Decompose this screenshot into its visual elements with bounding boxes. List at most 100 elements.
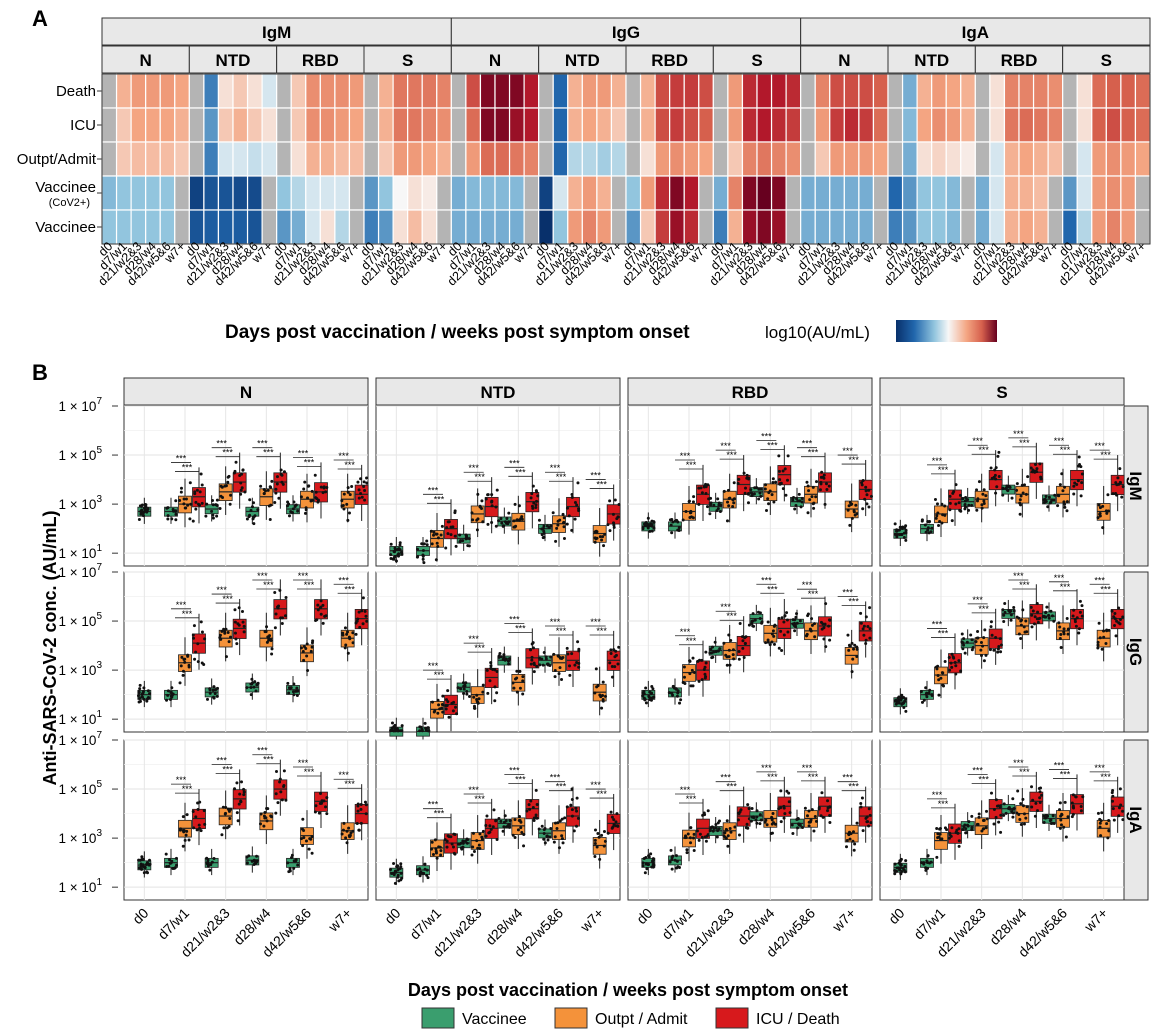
data-point [780, 616, 784, 620]
data-point [650, 523, 654, 527]
data-point [612, 818, 616, 822]
data-point [943, 659, 947, 663]
data-point [207, 863, 211, 867]
data-point [356, 480, 360, 484]
data-point [500, 521, 504, 525]
data-point [1076, 479, 1080, 483]
data-point [446, 532, 450, 536]
data-point [569, 803, 573, 807]
data-point [699, 486, 703, 490]
data-point [395, 729, 399, 733]
data-point [898, 533, 902, 537]
data-point [490, 521, 494, 525]
significance-mark: *** [1094, 441, 1105, 451]
data-point [903, 864, 907, 868]
data-point [286, 500, 290, 504]
y-tick-label: 1 × 103 [59, 828, 103, 846]
data-point [698, 832, 702, 836]
heatmap-cell [319, 73, 336, 109]
data-point [400, 724, 404, 728]
significance-mark: *** [720, 441, 731, 451]
heatmap-cell [610, 107, 627, 143]
data-point [852, 509, 856, 513]
data-point [812, 622, 816, 626]
data-point [144, 863, 148, 867]
significance-mark: *** [434, 809, 445, 819]
data-point [691, 836, 695, 840]
heatmap-cell [989, 73, 1006, 109]
antigen-strip-label: S [402, 51, 413, 70]
heatmap-cell [421, 107, 438, 143]
data-point [935, 502, 939, 506]
data-point [1078, 610, 1082, 614]
data-point [301, 844, 305, 848]
data-point [573, 517, 577, 521]
data-point [1098, 821, 1102, 825]
data-point [822, 637, 826, 641]
data-point [726, 844, 730, 848]
data-point [805, 480, 809, 484]
data-point [1110, 791, 1114, 795]
heatmap-cell [421, 209, 438, 245]
data-point [302, 644, 306, 648]
data-point [226, 480, 230, 484]
antigen-strip-label: S [1101, 51, 1112, 70]
data-point [359, 821, 363, 825]
heatmap-cell [246, 209, 263, 245]
heatmap-cell [872, 73, 889, 109]
data-point [708, 829, 712, 833]
data-point [597, 835, 601, 839]
significance-mark: *** [338, 575, 349, 585]
significance-mark: *** [767, 584, 778, 594]
data-point [245, 517, 249, 521]
heatmap-cell [1076, 209, 1093, 245]
heatmap-cell [1120, 73, 1137, 109]
data-point [344, 643, 348, 647]
data-point [846, 508, 850, 512]
data-point [183, 506, 187, 510]
data-point [1038, 800, 1042, 804]
data-point [478, 846, 482, 850]
data-point [270, 479, 274, 483]
heatmap-cell [450, 209, 467, 245]
heatmap-cell [989, 175, 1006, 211]
data-point [185, 829, 189, 833]
data-point [594, 667, 598, 671]
data-point [994, 815, 998, 819]
data-point [757, 487, 761, 491]
data-point [725, 819, 729, 823]
data-point [444, 707, 448, 711]
heatmap-cell [232, 73, 249, 109]
data-point [242, 790, 246, 794]
data-point [1042, 614, 1046, 618]
isotype-facet-label: IgG [1126, 638, 1145, 666]
significance-mark: *** [344, 779, 355, 789]
data-point [196, 642, 200, 646]
data-point [825, 488, 829, 492]
data-point [608, 529, 612, 533]
data-point [181, 669, 185, 673]
data-point [612, 525, 616, 529]
data-point [363, 609, 367, 613]
data-point [166, 689, 170, 693]
data-point [1102, 629, 1106, 633]
data-point [228, 817, 232, 821]
data-point [855, 645, 859, 649]
data-point [933, 497, 937, 501]
data-point [982, 659, 986, 663]
data-point [983, 628, 987, 632]
data-point [999, 830, 1003, 834]
data-point [764, 641, 768, 645]
data-point [308, 837, 312, 841]
data-point [603, 839, 607, 843]
data-point [700, 491, 704, 495]
data-point [649, 852, 653, 856]
data-point [993, 468, 997, 472]
isotype-facet-label: IgM [1126, 471, 1145, 500]
data-point [765, 823, 769, 827]
heatmap-cell [465, 209, 482, 245]
data-point [791, 497, 795, 501]
heatmap-cell [363, 73, 380, 109]
data-point [1042, 821, 1046, 825]
data-point [242, 624, 246, 628]
